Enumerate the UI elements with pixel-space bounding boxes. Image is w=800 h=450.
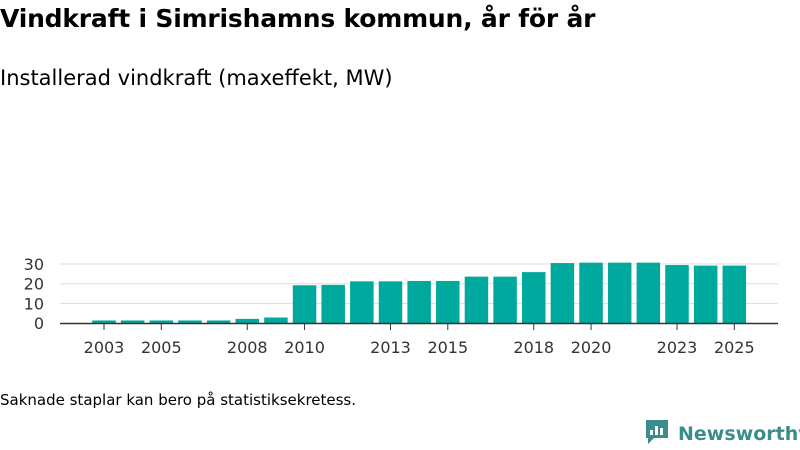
- bar-2019: [550, 263, 575, 323]
- y-tick-label: 0: [34, 314, 44, 333]
- x-tick-label: 2015: [427, 338, 468, 357]
- bar-2023: [665, 265, 689, 323]
- y-tick-label: 10: [24, 294, 44, 313]
- x-tick-label: 2023: [657, 338, 698, 357]
- bar-2013: [378, 281, 403, 323]
- brand-name: Newsworthy: [678, 423, 800, 445]
- bar-2006: [178, 320, 202, 323]
- bar-2016: [464, 276, 489, 323]
- bar-2014: [407, 280, 431, 323]
- bar-2017: [493, 276, 517, 323]
- x-tick-label: 2005: [141, 338, 182, 357]
- x-tick-label: 2025: [714, 338, 755, 357]
- x-tick-label: 2003: [84, 338, 125, 357]
- x-tick-label: 2010: [284, 338, 325, 357]
- y-tick-label: 20: [24, 275, 44, 294]
- bar-2024: [693, 265, 718, 323]
- bar-2005: [149, 320, 174, 323]
- chart-subtitle: Installerad vindkraft (maxeffekt, MW): [0, 66, 393, 90]
- bar-2008: [235, 318, 259, 323]
- chart-title: Vindkraft i Simrishamns kommun, år för å…: [0, 4, 596, 33]
- bar-2011: [321, 284, 345, 323]
- bar-2012: [350, 281, 374, 323]
- bar-2018: [522, 272, 546, 323]
- bar-2010: [292, 285, 317, 323]
- bar-2025: [722, 265, 747, 323]
- bar-2021: [607, 262, 632, 323]
- footnote: Saknade staplar kan bero på statistiksek…: [0, 391, 357, 409]
- bars: [92, 262, 747, 323]
- newsworthy-logo-icon: [644, 418, 670, 450]
- bar-2003: [92, 320, 116, 323]
- bar-2015: [436, 280, 460, 323]
- x-tick-label: 2013: [370, 338, 411, 357]
- bar-2007: [206, 320, 231, 323]
- x-tick-label: 2018: [513, 338, 554, 357]
- bar-2022: [636, 262, 661, 323]
- x-tick-label: 2008: [227, 338, 268, 357]
- x-tick-label: 2020: [571, 338, 612, 357]
- y-tick-label: 30: [24, 255, 44, 274]
- brand[interactable]: Newsworthy: [644, 420, 800, 448]
- bar-2004: [120, 320, 145, 323]
- bar-2009: [264, 317, 288, 323]
- bar-2020: [579, 262, 603, 323]
